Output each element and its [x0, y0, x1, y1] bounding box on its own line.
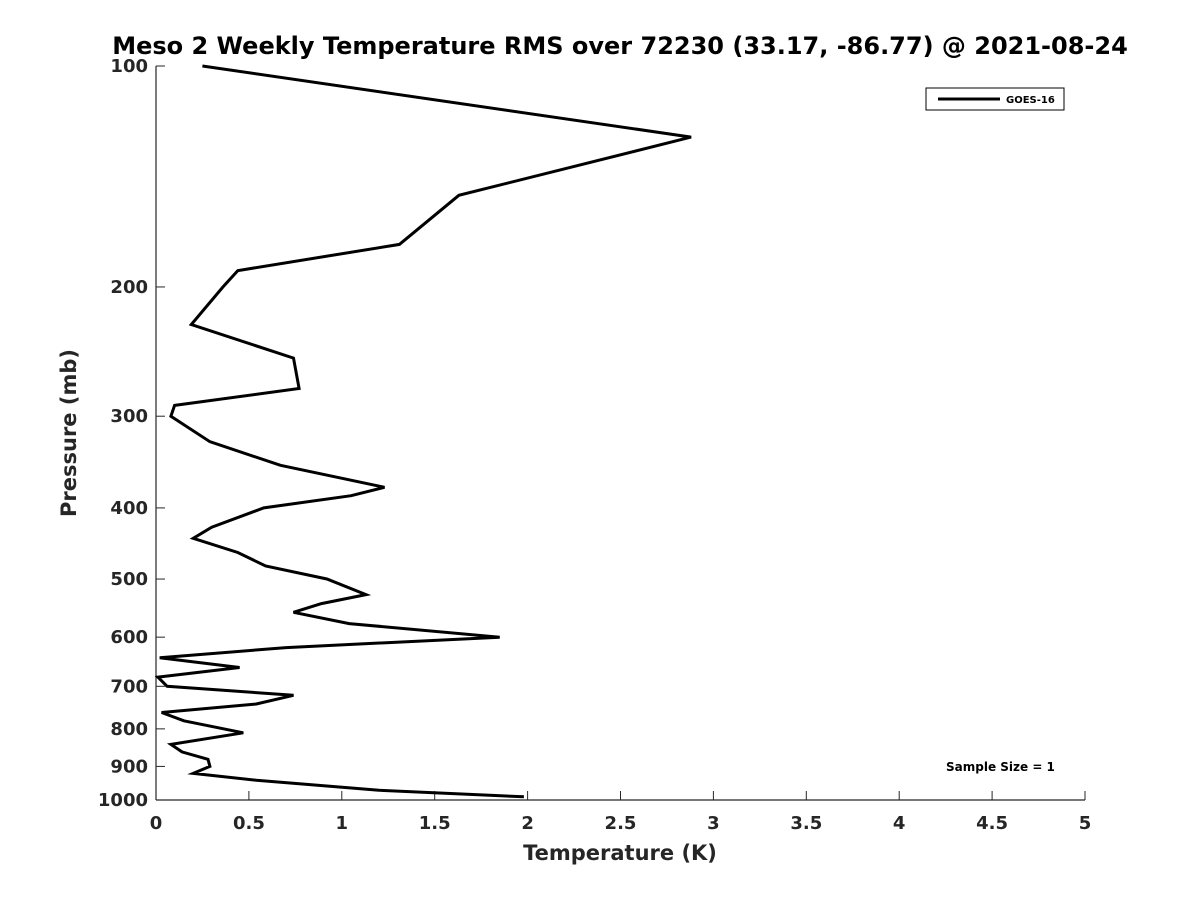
legend: GOES-16: [925, 87, 1065, 111]
x-tick-label: 2: [521, 813, 534, 834]
y-tick-label: 1000: [98, 790, 148, 811]
y-tick-label: 300: [110, 406, 148, 427]
x-axis-label: Temperature (K): [523, 841, 717, 865]
y-tick-label: 900: [110, 756, 148, 777]
x-tick-label: 1: [336, 813, 349, 834]
x-tick-label: 3: [707, 813, 720, 834]
x-tick-label: 2.5: [605, 813, 637, 834]
y-tick-label: 800: [110, 719, 148, 740]
x-tick-label: 0: [150, 813, 163, 834]
x-tick-label: 4: [893, 813, 906, 834]
y-tick-label: 600: [110, 627, 148, 648]
series-layer: [154, 64, 692, 799]
x-tick-label: 5: [1079, 813, 1092, 834]
legend-entry: GOES-16: [1006, 95, 1055, 106]
plot-axes: [155, 66, 1085, 801]
sample-size-annotation: Sample Size = 1: [946, 760, 1055, 774]
y-tick-label: 200: [110, 277, 148, 298]
x-tick-label: 4.5: [976, 813, 1008, 834]
x-tick-label: 3.5: [790, 813, 822, 834]
y-tick-label: 100: [110, 56, 148, 77]
x-tick-label: 1.5: [419, 813, 451, 834]
axis-ticks: 0 0.5 1 1.5 2 2.5 3 3.5 4 4.5 5 100 200 300 400 500 600 7…: [98, 56, 1091, 834]
y-tick-label: 700: [110, 676, 148, 697]
x-tick-label: 0.5: [233, 813, 265, 834]
y-axis-label: Pressure (mb): [57, 349, 81, 517]
series-line-goes-16: [154, 64, 692, 799]
y-tick-label: 400: [110, 498, 148, 519]
chart-title: Meso 2 Weekly Temperature RMS over 72230…: [112, 32, 1128, 60]
y-tick-label: 500: [110, 569, 148, 590]
